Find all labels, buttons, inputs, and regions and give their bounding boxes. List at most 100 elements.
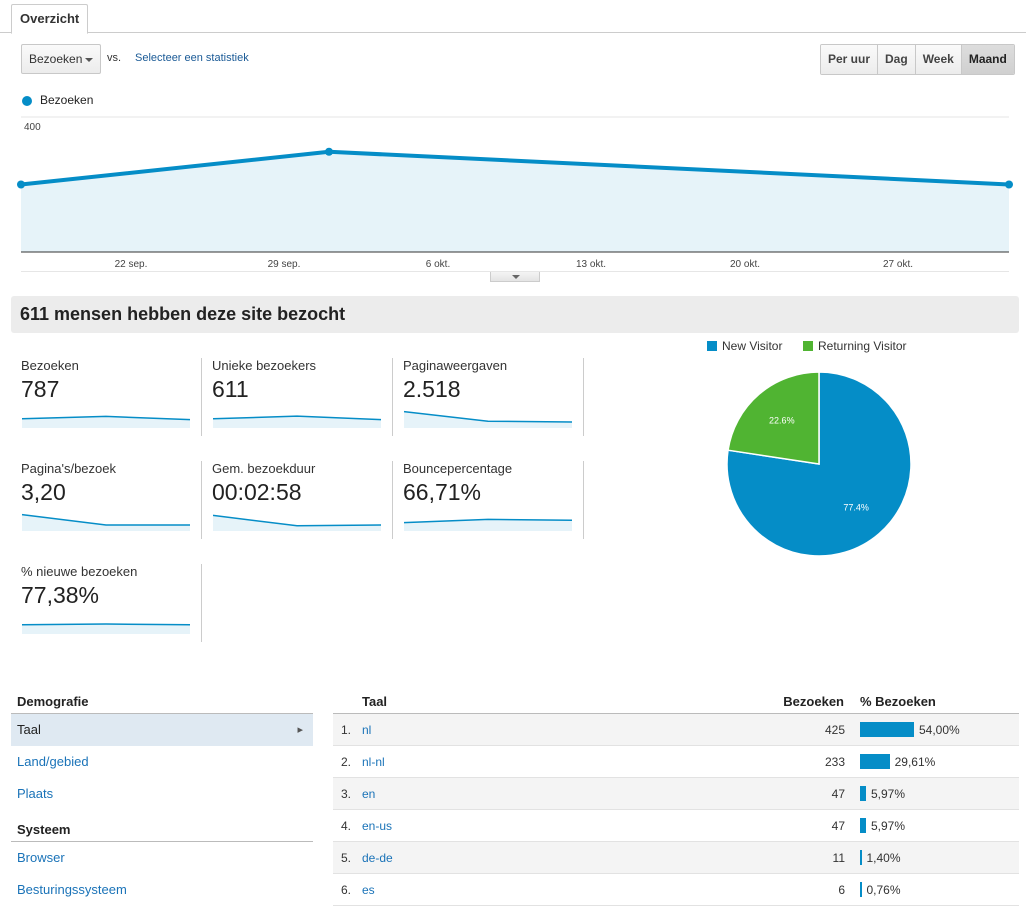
- row-visits: 233: [824, 755, 845, 769]
- granularity-button-per-uur[interactable]: Per uur: [821, 45, 878, 74]
- compare-metric-link[interactable]: Selecteer een statistiek: [135, 52, 249, 64]
- row-index: 3.: [341, 787, 352, 801]
- sparkline-area: [22, 416, 190, 428]
- metric-value: 611: [212, 376, 249, 402]
- chevron-down-icon: [85, 58, 93, 62]
- row-visits: 425: [824, 723, 845, 737]
- metric-card[interactable]: Gem. bezoekduur 00:02:58: [202, 461, 393, 539]
- metric-label: Bouncepercentage: [403, 461, 513, 476]
- visits-line-chart: 40020022 sep.29 sep.6 okt.13 okt.20 okt.…: [17, 116, 1013, 272]
- row-share-pct: 5,97%: [870, 819, 905, 833]
- demografie-item-taal[interactable]: Taal: [11, 714, 313, 746]
- row-index: 5.: [341, 851, 352, 865]
- visitor-type-pie-chart: 77.4% 22.6%: [726, 371, 912, 557]
- row-visits: 11: [832, 851, 845, 865]
- row-share-bar: [860, 786, 866, 801]
- sparkline-line: [22, 513, 190, 526]
- x-tick-label: 6 okt.: [426, 259, 450, 270]
- col-header-taal[interactable]: Taal: [362, 694, 388, 709]
- row-language-link[interactable]: es: [362, 883, 375, 897]
- row-language-link[interactable]: nl: [362, 723, 372, 737]
- sparkline-area: [213, 416, 381, 428]
- metric-card[interactable]: Bouncepercentage 66,71%: [393, 461, 584, 539]
- row-index: 1.: [341, 723, 352, 737]
- y-tick-label: 400: [24, 122, 41, 133]
- metric-sparkline: [22, 513, 190, 531]
- x-tick-label: 13 okt.: [576, 259, 606, 270]
- metric-sparkline: [213, 415, 382, 428]
- tab-overzicht[interactable]: Overzicht: [11, 4, 89, 34]
- granularity-toggle: Per uur Dag Week Maand: [820, 44, 1015, 75]
- metric-value: 3,20: [21, 479, 66, 505]
- row-share-bar: [860, 882, 862, 897]
- col-header-bezoeken[interactable]: Bezoeken: [783, 694, 844, 709]
- sparkline-area: [404, 519, 572, 531]
- sparkline-area: [404, 411, 572, 428]
- row-language-link[interactable]: nl-nl: [362, 755, 385, 769]
- row-language-link[interactable]: en-us: [362, 819, 393, 833]
- metric-select-value: Bezoeken: [29, 52, 83, 66]
- metric-card[interactable]: Bezoeken 787: [11, 358, 202, 436]
- data-point[interactable]: [17, 180, 25, 189]
- table-row: 2. nl-nl 233 29,61%: [333, 746, 1019, 778]
- row-share-pct: 5,97%: [870, 787, 905, 801]
- sparkline-line: [404, 410, 573, 423]
- pie-legend-returning-label: Returning Visitor: [818, 339, 907, 353]
- row-share-bar: [860, 850, 862, 865]
- granularity-button-maand[interactable]: Maand: [960, 45, 1014, 74]
- table-row: 1. nl 425 54,00%: [333, 714, 1019, 746]
- metric-label: Pagina's/bezoek: [21, 461, 116, 476]
- chart-collapse-handle[interactable]: [490, 272, 540, 282]
- metric-value: 66,71%: [403, 479, 482, 505]
- row-index: 4.: [341, 819, 352, 833]
- pie-legend-new: New Visitor: [707, 339, 782, 353]
- area-fill: [21, 151, 1009, 252]
- table-row: 3. en 47 5,97%: [333, 778, 1019, 810]
- divider: [11, 841, 313, 842]
- metric-card[interactable]: Pagina's/bezoek 3,20: [11, 461, 202, 539]
- sparkline-area: [213, 515, 381, 531]
- chart-legend-label: Bezoeken: [40, 93, 94, 107]
- row-share-pct: 1,40%: [866, 851, 901, 865]
- col-header-pct-bezoeken[interactable]: % Bezoeken: [860, 694, 936, 709]
- pie-slice-returning-visitor[interactable]: [727, 371, 820, 465]
- metric-label: Gem. bezoekduur: [212, 461, 316, 476]
- granularity-button-dag[interactable]: Dag: [877, 45, 915, 74]
- table-header: Taal Bezoeken % Bezoeken: [333, 687, 1019, 714]
- sparkline-area: [22, 514, 190, 531]
- metric-value: 2.518: [403, 376, 461, 402]
- metric-label: Paginaweergaven: [403, 358, 508, 373]
- row-visits: 6: [838, 883, 845, 897]
- metric-label: Bezoeken: [21, 358, 79, 373]
- table-row: 5. de-de 11 1,40%: [333, 842, 1019, 874]
- sparkline-line: [22, 623, 191, 626]
- metric-card[interactable]: Unieke bezoekers 611: [202, 358, 393, 436]
- data-point[interactable]: [325, 147, 333, 156]
- row-share-bar: [860, 722, 914, 737]
- metric-card[interactable]: % nieuwe bezoeken 77,38%: [11, 564, 202, 642]
- data-point[interactable]: [1005, 180, 1013, 189]
- demografie-item-plaats[interactable]: Plaats: [17, 786, 54, 801]
- systeem-item-os[interactable]: Besturingssysteem: [17, 882, 127, 897]
- systeem-item-browser[interactable]: Browser: [17, 850, 65, 865]
- legend-swatch-new: [707, 341, 717, 351]
- row-share-pct: 0,76%: [866, 883, 901, 897]
- sparkline-line: [404, 518, 573, 524]
- row-visits: 47: [831, 819, 845, 833]
- metric-sparkline: [22, 415, 191, 428]
- x-tick-label: 20 okt.: [730, 259, 760, 270]
- legend-swatch-returning: [803, 341, 813, 351]
- metric-label: Unieke bezoekers: [212, 358, 317, 373]
- metric-value: 787: [21, 376, 60, 402]
- granularity-button-week[interactable]: Week: [914, 45, 961, 74]
- metric-select[interactable]: Bezoeken: [21, 44, 101, 74]
- row-language-link[interactable]: en: [362, 787, 376, 801]
- demografie-item-land[interactable]: Land/gebied: [17, 754, 89, 769]
- systeem-heading: Systeem: [17, 822, 71, 837]
- metric-card[interactable]: Paginaweergaven 2.518: [393, 358, 584, 436]
- row-language-link[interactable]: de-de: [362, 851, 393, 865]
- row-share-pct: 54,00%: [919, 723, 960, 737]
- pie-legend-returning: Returning Visitor: [803, 339, 907, 353]
- sparkline-area: [22, 624, 190, 634]
